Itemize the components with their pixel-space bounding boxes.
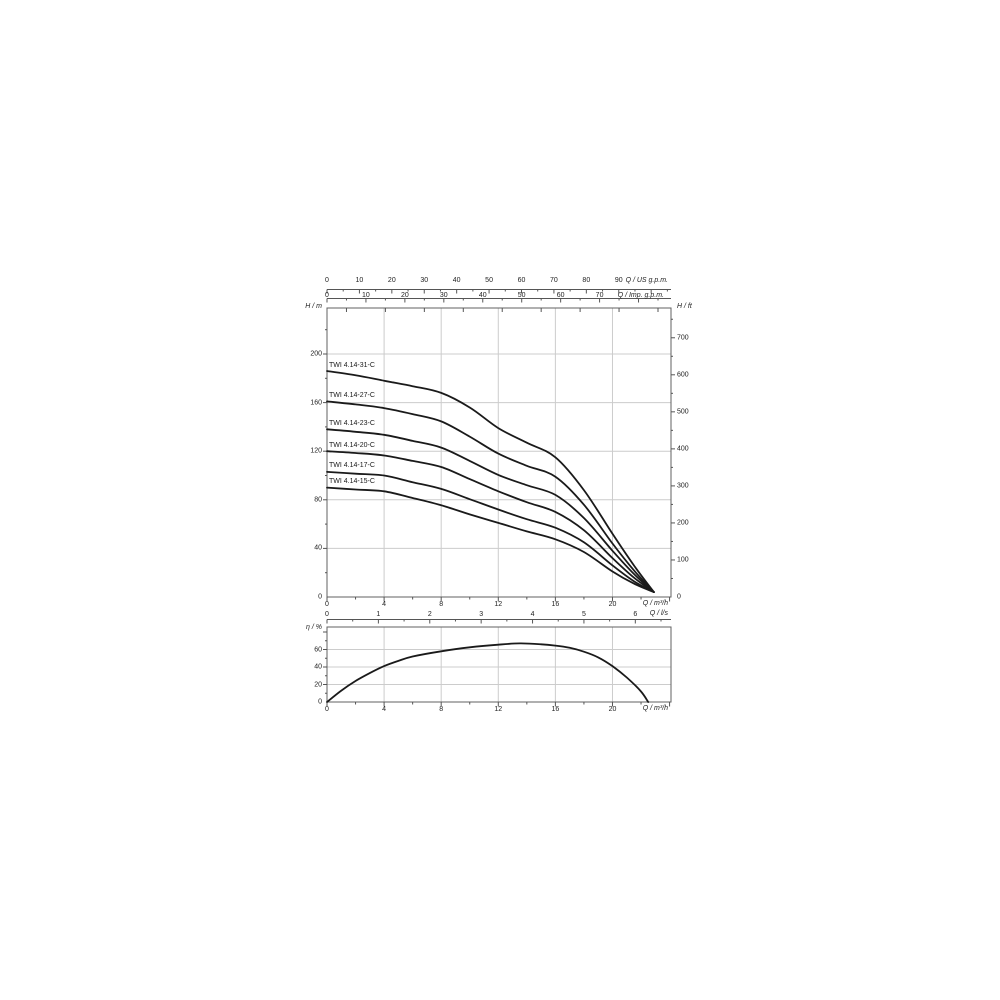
tick-label-q-ls: 5 — [581, 611, 586, 618]
tick-label-q-m3h: 12 — [494, 601, 503, 608]
tick-label-eff-q: 16 — [551, 706, 560, 713]
tick-label-h-m: 80 — [314, 496, 322, 504]
tick-label-imp-gpm: 20 — [400, 292, 409, 299]
tick-label-h-ft: 700 — [677, 334, 689, 342]
axis-label-h-m: H / m — [305, 303, 322, 310]
tick-label-eta: 0 — [318, 698, 322, 706]
tick-label-us-gpm: 90 — [614, 277, 623, 284]
tick-label-eff-q: 8 — [439, 706, 444, 713]
curve-label: TWI 4.14-17-C — [329, 462, 375, 470]
axis-label-h-ft: H / ft — [677, 303, 692, 310]
tick-label-h-m: 40 — [314, 544, 322, 552]
head-curve — [326, 486, 655, 593]
tick-label-us-gpm: 70 — [550, 277, 558, 284]
axis-label-q-us-gpm: Q / US g.p.m. — [625, 277, 668, 284]
tick-label-h-ft: 200 — [677, 519, 689, 527]
curve-label: TWI 4.14-23-C — [329, 419, 375, 427]
tick-label-q-ls: 3 — [479, 611, 484, 618]
tick-label-us-gpm: 80 — [582, 277, 591, 284]
tick-label-q-m3h: 16 — [551, 601, 560, 608]
head-curve — [326, 400, 655, 593]
tick-label-q-ls: 6 — [633, 611, 638, 618]
tick-label-h-ft: 100 — [677, 556, 689, 564]
tick-label-eta: 60 — [314, 646, 322, 653]
tick-label-eta: 40 — [314, 663, 322, 671]
tick-label-us-gpm: 60 — [517, 277, 526, 284]
tick-label-imp-gpm: 60 — [556, 292, 565, 299]
tick-label-q-m3h: 20 — [608, 601, 617, 608]
tick-label-us-gpm: 40 — [452, 277, 461, 284]
tick-label-us-gpm: 20 — [387, 277, 396, 284]
eff-plot-frame — [326, 626, 672, 703]
tick-label-imp-gpm: 10 — [362, 292, 370, 299]
tick-label-eff-q: 20 — [608, 706, 617, 713]
efficiency-curve — [326, 642, 650, 703]
axis-label-q-ls: Q / l/s — [649, 610, 668, 617]
tick-label-h-ft: 500 — [677, 408, 689, 416]
tick-label-imp-gpm: 0 — [325, 292, 329, 299]
curve-label: TWI 4.14-20-C — [329, 441, 375, 449]
tick-label-eta: 20 — [314, 681, 322, 688]
tick-label-eff-q: 4 — [382, 706, 387, 713]
axis-label-eta: η / % — [306, 624, 322, 631]
head-curve — [326, 450, 655, 593]
tick-label-imp-gpm: 40 — [478, 292, 487, 299]
tick-label-h-ft: 300 — [677, 482, 689, 490]
curve-label: TWI 4.14-31-C — [329, 361, 375, 369]
axis-label-q-imp-gpm: Q / Imp. g.p.m. — [617, 292, 664, 299]
tick-label-q-ls: 1 — [376, 611, 381, 618]
tick-label-us-gpm: 10 — [355, 277, 364, 284]
head-curve — [326, 470, 655, 593]
tick-label-h-m: 200 — [310, 350, 322, 358]
tick-label-q-m3h: 4 — [382, 601, 387, 608]
tick-label-h-ft: 400 — [677, 445, 689, 453]
tick-label-imp-gpm: 70 — [595, 292, 604, 299]
tick-label-imp-gpm: 50 — [517, 292, 526, 299]
tick-label-eff-q: 12 — [494, 706, 503, 713]
tick-label-us-gpm: 50 — [485, 277, 493, 284]
tick-label-h-ft: 600 — [677, 371, 689, 379]
tick-label-q-ls: 0 — [325, 611, 329, 618]
tick-label-eff-q: 0 — [325, 706, 329, 713]
head-curve — [326, 428, 655, 593]
tick-label-us-gpm: 0 — [325, 277, 329, 284]
tick-label-us-gpm: 30 — [420, 277, 429, 284]
curve-label: TWI 4.14-15-C — [329, 478, 375, 486]
tick-label-q-ls: 4 — [530, 611, 535, 618]
tick-label-q-ls: 2 — [427, 611, 432, 618]
tick-label-h-ft: 0 — [677, 593, 681, 601]
tick-label-imp-gpm: 30 — [439, 292, 448, 299]
tick-label-h-m: 0 — [318, 593, 322, 601]
tick-label-h-m: 160 — [310, 399, 322, 407]
axis-label-q-m3h-eff: Q / m³/h — [642, 705, 668, 712]
tick-label-q-m3h: 0 — [325, 601, 329, 608]
main-plot-frame — [326, 307, 672, 598]
curve-label: TWI 4.14-27-C — [329, 391, 375, 399]
tick-label-q-m3h: 8 — [439, 601, 444, 608]
axis-label-q-m3h-main: Q / m³/h — [642, 600, 668, 607]
head-curve — [326, 370, 655, 593]
tick-label-h-m: 120 — [310, 447, 322, 455]
